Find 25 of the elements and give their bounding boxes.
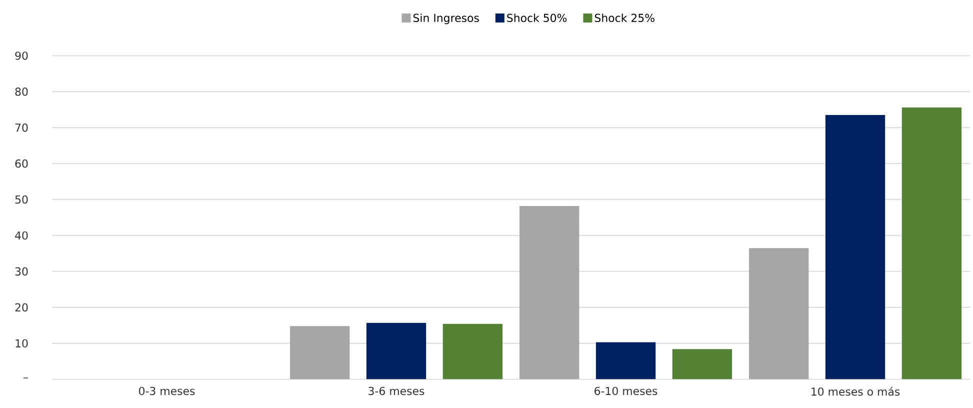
y-tick-label: 10 xyxy=(16,339,28,348)
x-tick-label: 10 meses o más xyxy=(812,386,900,396)
y-tick-label: 50 xyxy=(15,195,28,204)
x-tick-label: 3-6 meses xyxy=(368,386,424,396)
legend-label: Shock 50% xyxy=(507,14,567,22)
y-tick-label: 20 xyxy=(15,303,28,312)
legend-label: Sin Ingresos xyxy=(413,14,479,24)
bar xyxy=(366,322,426,380)
x-tick-label: 6-10 meses xyxy=(594,386,658,396)
y-tick-label: 70 xyxy=(15,123,28,132)
bar xyxy=(902,107,962,380)
x-tick-label: 0-3 meses xyxy=(138,386,195,396)
y-tick-label: 30 xyxy=(15,267,28,276)
bar xyxy=(290,326,350,380)
bar xyxy=(825,115,886,380)
bar xyxy=(596,342,656,380)
y-tick-label: 80 xyxy=(15,88,28,96)
bar xyxy=(672,349,732,380)
bar xyxy=(442,324,503,380)
y-tick-label: 60 xyxy=(15,159,28,168)
legend-label: Shock 25% xyxy=(594,14,654,22)
bar xyxy=(749,248,809,380)
bar xyxy=(519,206,580,380)
y-tick-label: 90 xyxy=(15,52,28,60)
y-tick-label: 40 xyxy=(15,231,28,240)
